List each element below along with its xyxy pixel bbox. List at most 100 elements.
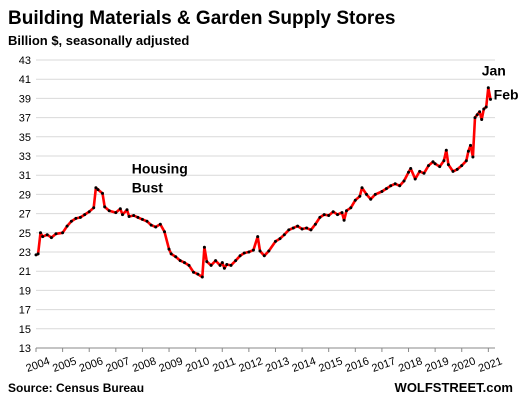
data-point bbox=[331, 210, 335, 214]
data-point bbox=[342, 218, 346, 222]
data-point bbox=[94, 186, 98, 190]
x-tick-label: 2012 bbox=[237, 355, 264, 375]
data-point bbox=[349, 206, 353, 210]
x-tick-label: 2020 bbox=[450, 355, 477, 375]
data-point bbox=[69, 219, 73, 223]
data-series bbox=[34, 86, 492, 279]
data-point bbox=[149, 223, 153, 227]
x-tick-label: 2007 bbox=[104, 355, 131, 375]
data-point bbox=[202, 245, 206, 249]
data-point bbox=[318, 215, 322, 219]
data-point bbox=[61, 231, 65, 235]
data-point bbox=[422, 171, 426, 175]
x-tick-label: 2018 bbox=[397, 355, 424, 375]
data-point bbox=[183, 261, 186, 265]
data-point bbox=[380, 190, 384, 193]
data-point bbox=[484, 105, 488, 109]
data-point bbox=[413, 177, 417, 181]
x-axis-ticks: 2004 2005 2006 2007 2008 2009 2010 2011 2012 2013… bbox=[24, 348, 504, 375]
data-point bbox=[393, 182, 397, 186]
data-point bbox=[178, 259, 182, 263]
data-point bbox=[36, 252, 40, 256]
data-point bbox=[282, 233, 286, 237]
data-point bbox=[451, 169, 455, 173]
data-point bbox=[136, 215, 140, 219]
data-point bbox=[45, 233, 49, 237]
annotation-label: Jan bbox=[482, 62, 506, 78]
data-point bbox=[251, 248, 255, 252]
data-point bbox=[475, 113, 479, 117]
y-tick-label: 13 bbox=[19, 343, 31, 355]
data-point bbox=[438, 165, 442, 169]
x-tick-label: 2016 bbox=[344, 355, 371, 375]
data-point bbox=[121, 213, 124, 217]
data-point bbox=[169, 252, 173, 256]
data-point bbox=[296, 224, 300, 228]
data-point bbox=[446, 163, 450, 167]
data-point bbox=[154, 225, 158, 229]
data-point bbox=[336, 213, 339, 217]
gridlines bbox=[36, 59, 495, 349]
data-point bbox=[78, 215, 82, 219]
x-tick-label: 2015 bbox=[317, 355, 344, 375]
data-point bbox=[103, 205, 107, 209]
data-point bbox=[373, 192, 377, 196]
data-point bbox=[222, 266, 226, 270]
y-axis-ticks: 13 15 17 19 21 23 25 27 29 31 33 35 37 39 41 43 bbox=[19, 55, 31, 355]
data-point bbox=[398, 184, 402, 188]
data-point bbox=[327, 214, 331, 217]
data-point bbox=[200, 275, 204, 279]
data-point bbox=[482, 107, 486, 111]
x-tick-label: 2009 bbox=[157, 355, 184, 375]
data-point bbox=[96, 188, 100, 192]
data-point bbox=[196, 272, 200, 276]
data-point bbox=[192, 270, 195, 274]
data-point bbox=[107, 209, 111, 213]
data-point bbox=[486, 86, 490, 90]
annotations: Housing Bust Jan Feb bbox=[132, 62, 519, 195]
data-point bbox=[158, 222, 162, 226]
data-point bbox=[267, 249, 271, 253]
y-tick-label: 43 bbox=[19, 55, 31, 67]
data-point bbox=[114, 211, 118, 215]
data-point bbox=[291, 226, 295, 230]
data-point bbox=[214, 259, 218, 263]
data-point bbox=[132, 214, 136, 217]
data-point bbox=[83, 213, 87, 217]
y-tick-label: 31 bbox=[19, 170, 31, 182]
data-point bbox=[340, 211, 344, 215]
data-point bbox=[300, 227, 304, 231]
data-point bbox=[41, 235, 45, 239]
data-point bbox=[464, 159, 468, 163]
data-point bbox=[384, 187, 388, 191]
annotation-label: Bust bbox=[132, 179, 163, 195]
data-point bbox=[187, 263, 191, 267]
data-point bbox=[205, 260, 209, 264]
x-tick-label: 2014 bbox=[291, 355, 318, 375]
data-point bbox=[345, 209, 348, 213]
annotation-label: Feb bbox=[494, 86, 519, 102]
data-point bbox=[469, 143, 472, 147]
y-tick-label: 33 bbox=[19, 151, 31, 163]
data-point bbox=[431, 160, 435, 164]
source-note: Source: Census Bureau bbox=[8, 381, 144, 395]
x-tick-label: 2004 bbox=[24, 355, 51, 375]
data-point bbox=[127, 215, 131, 218]
x-tick-label: 2011 bbox=[211, 355, 237, 374]
y-tick-label: 29 bbox=[19, 189, 31, 201]
data-point bbox=[218, 263, 222, 267]
x-tick-label: 2005 bbox=[51, 355, 78, 375]
data-point bbox=[262, 254, 266, 258]
data-point bbox=[402, 179, 406, 183]
data-point bbox=[365, 192, 368, 196]
y-tick-label: 19 bbox=[19, 285, 31, 297]
data-point bbox=[409, 167, 413, 170]
brand-label: WOLFSTREET.com bbox=[395, 380, 513, 395]
data-point bbox=[258, 249, 262, 253]
data-point bbox=[220, 261, 224, 265]
data-point bbox=[313, 222, 317, 226]
data-point bbox=[455, 167, 459, 171]
y-tick-label: 27 bbox=[19, 209, 31, 221]
x-tick-label: 2021 bbox=[477, 355, 504, 375]
